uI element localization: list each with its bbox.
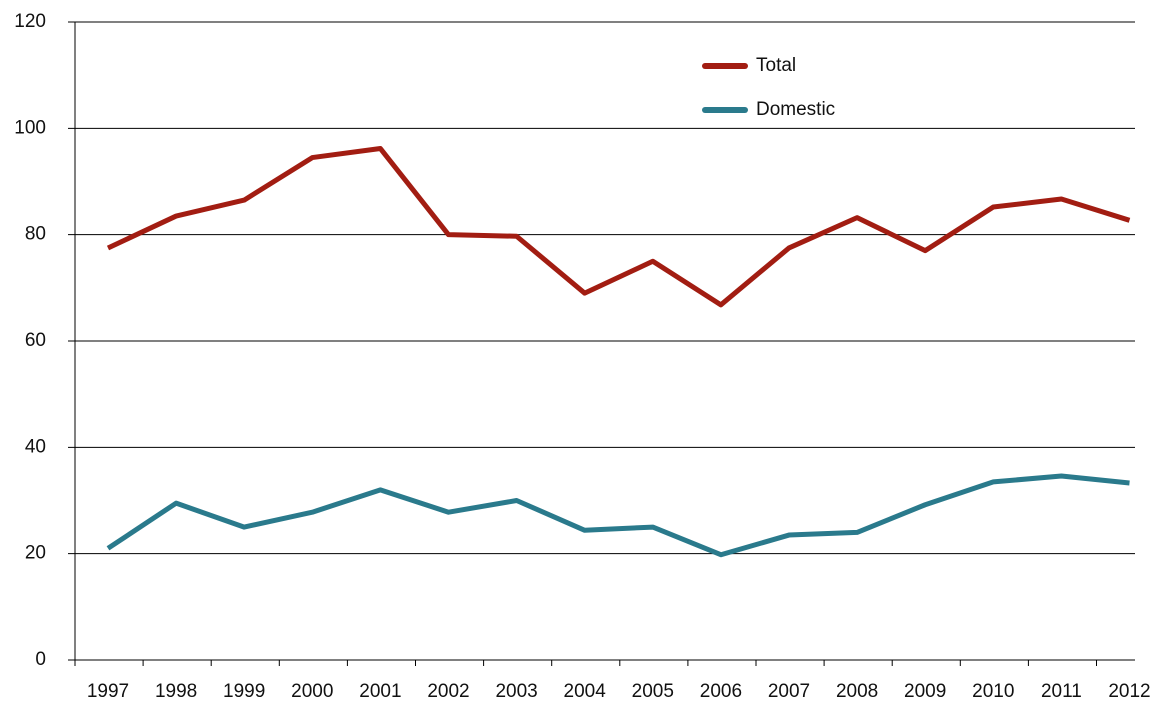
line-series xyxy=(106,473,1130,558)
line-series xyxy=(106,146,1131,308)
x-tick-label: 2005 xyxy=(632,681,674,702)
x-tick-label: 2008 xyxy=(836,681,878,702)
legend-label: Domestic xyxy=(756,99,835,120)
x-tick-label: 2002 xyxy=(427,681,469,702)
legend-label: Total xyxy=(756,55,796,76)
x-tick-label: 2010 xyxy=(972,681,1014,702)
y-tick-label: 120 xyxy=(14,11,46,32)
x-tick-label: 1998 xyxy=(155,681,197,702)
x-tick-label: 2003 xyxy=(495,681,537,702)
x-tick-label: 2012 xyxy=(1108,681,1150,702)
y-tick-label: 100 xyxy=(14,117,46,138)
x-tick-label: 1997 xyxy=(87,681,129,702)
y-tick-label: 80 xyxy=(25,224,46,245)
y-tick-label: 0 xyxy=(35,649,46,670)
x-tick-label: 2001 xyxy=(359,681,401,702)
y-tick-label: 60 xyxy=(25,330,46,351)
x-tick-label: 2011 xyxy=(1041,681,1082,702)
x-tick-label: 1999 xyxy=(223,681,265,702)
x-tick-label: 2009 xyxy=(904,681,946,702)
x-tick-label: 2007 xyxy=(768,681,810,702)
y-tick-label: 20 xyxy=(25,543,46,564)
x-tick-label: 2004 xyxy=(564,681,607,702)
x-tick-label: 2000 xyxy=(291,681,333,702)
x-tick-label: 2006 xyxy=(700,681,742,702)
y-tick-label: 40 xyxy=(25,436,46,457)
